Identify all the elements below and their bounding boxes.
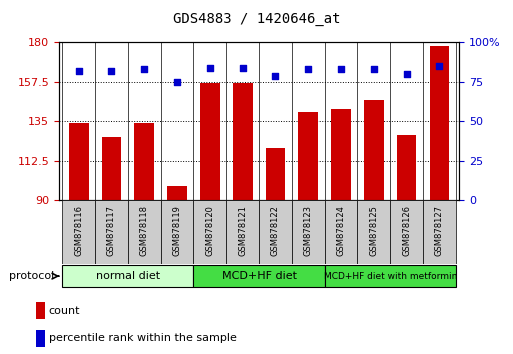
Text: percentile rank within the sample: percentile rank within the sample xyxy=(49,333,236,343)
Bar xyxy=(128,200,161,264)
Point xyxy=(239,65,247,70)
Text: GSM878118: GSM878118 xyxy=(140,205,149,256)
Bar xyxy=(325,200,358,264)
Text: GSM878127: GSM878127 xyxy=(435,205,444,256)
Bar xyxy=(69,123,89,200)
Bar xyxy=(226,200,259,264)
Point xyxy=(436,63,444,69)
Point xyxy=(206,65,214,70)
Point xyxy=(304,67,312,72)
Point xyxy=(140,67,148,72)
Bar xyxy=(134,123,154,200)
Bar xyxy=(423,200,456,264)
Bar xyxy=(62,200,95,264)
Text: GSM878116: GSM878116 xyxy=(74,205,83,256)
Text: normal diet: normal diet xyxy=(96,271,160,281)
Point xyxy=(337,67,345,72)
Text: GSM878122: GSM878122 xyxy=(271,205,280,256)
Bar xyxy=(62,265,193,287)
Text: GSM878126: GSM878126 xyxy=(402,205,411,256)
Text: MCD+HF diet: MCD+HF diet xyxy=(222,271,297,281)
Bar xyxy=(36,330,45,347)
Point xyxy=(173,79,181,85)
Bar xyxy=(331,109,351,200)
Text: GSM878119: GSM878119 xyxy=(172,205,182,256)
Text: GSM878121: GSM878121 xyxy=(238,205,247,256)
Bar xyxy=(390,200,423,264)
Text: protocol: protocol xyxy=(9,271,54,281)
Text: MCD+HF diet with metformin: MCD+HF diet with metformin xyxy=(324,272,457,281)
Bar xyxy=(233,83,252,200)
Point xyxy=(370,67,378,72)
Bar xyxy=(193,200,226,264)
Bar xyxy=(325,265,456,287)
Bar xyxy=(167,186,187,200)
Point xyxy=(107,68,115,74)
Bar xyxy=(200,83,220,200)
Bar xyxy=(292,200,325,264)
Point xyxy=(74,68,83,74)
Bar xyxy=(259,200,292,264)
Bar xyxy=(299,113,318,200)
Bar xyxy=(358,200,390,264)
Bar xyxy=(397,135,417,200)
Bar xyxy=(161,200,193,264)
Point xyxy=(271,73,280,78)
Text: GSM878124: GSM878124 xyxy=(337,205,346,256)
Bar xyxy=(266,148,285,200)
Text: GSM878123: GSM878123 xyxy=(304,205,313,256)
Bar xyxy=(102,137,121,200)
Text: GDS4883 / 1420646_at: GDS4883 / 1420646_at xyxy=(173,12,340,27)
Point xyxy=(403,71,411,77)
Bar xyxy=(95,200,128,264)
Bar xyxy=(193,265,325,287)
Text: GSM878120: GSM878120 xyxy=(205,205,214,256)
Text: GSM878117: GSM878117 xyxy=(107,205,116,256)
Bar xyxy=(429,46,449,200)
Text: GSM878125: GSM878125 xyxy=(369,205,379,256)
Bar xyxy=(36,302,45,319)
Bar xyxy=(364,100,384,200)
Text: count: count xyxy=(49,306,80,316)
